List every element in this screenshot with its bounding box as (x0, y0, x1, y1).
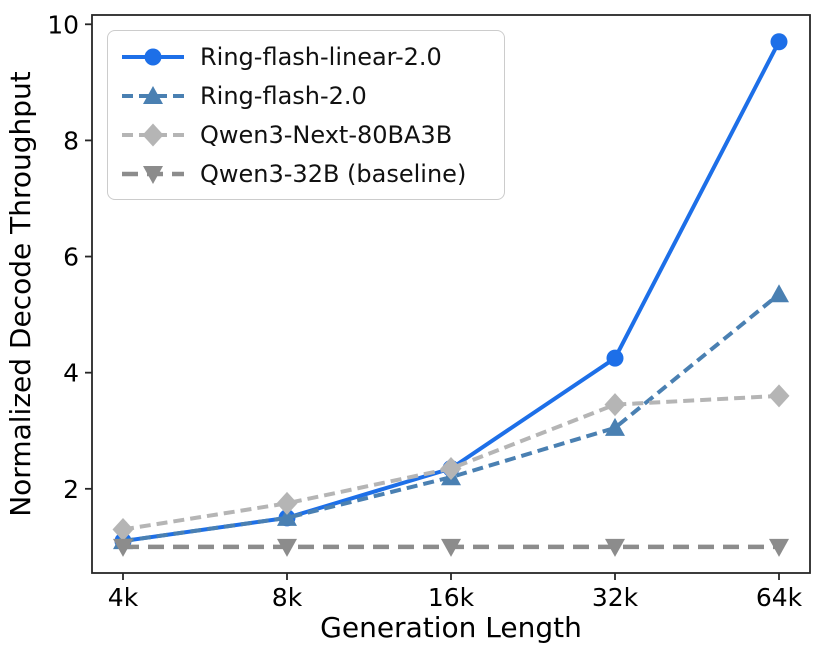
series-marker (113, 538, 133, 557)
chart-legend: Ring-flash-linear-2.0 Ring-flash-2.0 Qwen3… (107, 30, 505, 200)
legend-label: Ring-flash-linear-2.0 (200, 42, 442, 71)
series-marker (605, 538, 625, 557)
legend-marker (144, 48, 162, 65)
series-marker (277, 538, 297, 557)
series-marker (441, 538, 461, 557)
y-tick-label: 6 (63, 243, 79, 272)
x-tick-label: 32k (592, 583, 639, 612)
y-tick-label: 8 (63, 126, 79, 155)
series-marker (276, 491, 298, 515)
x-tick-label: 16k (428, 583, 475, 612)
series-marker (277, 507, 297, 526)
x-axis-label: Generation Length (320, 611, 582, 644)
axis-ticks: 2 4 6 8 10 4k 8k 16k 32k 64k (47, 10, 802, 612)
legend-item: Ring-flash-linear-2.0 (120, 38, 490, 76)
legend-line-sample (122, 123, 184, 146)
y-axis-label: Normalized Decode Throughput (4, 71, 37, 517)
y-tick-label: 4 (63, 359, 79, 388)
series-marker (770, 33, 788, 51)
legend-line-sample (122, 48, 184, 65)
y-tick-label: 10 (47, 10, 79, 39)
legend-item: Qwen3-Next-80BA3B (120, 116, 490, 154)
series-marker (606, 349, 624, 367)
legend-marker (143, 85, 163, 104)
legend-line-sample (122, 165, 184, 184)
legend-line-sample (122, 85, 184, 104)
legend-item: Ring-flash-2.0 (120, 77, 490, 115)
y-tick-label: 2 (63, 475, 79, 504)
series-marker (605, 417, 625, 436)
legend-marker (142, 123, 164, 146)
legend-label: Qwen3-Next-80BA3B (200, 120, 453, 149)
legend-marker (143, 165, 163, 184)
x-tick-label: 4k (108, 583, 139, 612)
series-marker (440, 456, 462, 480)
x-tick-label: 64k (756, 583, 803, 612)
series-marker (768, 384, 790, 408)
legend-label: Qwen3-32B (baseline) (200, 159, 467, 188)
data-series (112, 33, 790, 557)
series-marker (112, 517, 134, 541)
series-marker (769, 538, 789, 557)
legend-item: Qwen3-32B (baseline) (120, 155, 490, 193)
x-tick-label: 8k (272, 583, 303, 612)
series-marker (604, 393, 626, 417)
series-marker (769, 284, 789, 303)
series-line (122, 292, 781, 544)
legend-label: Ring-flash-2.0 (200, 81, 367, 110)
